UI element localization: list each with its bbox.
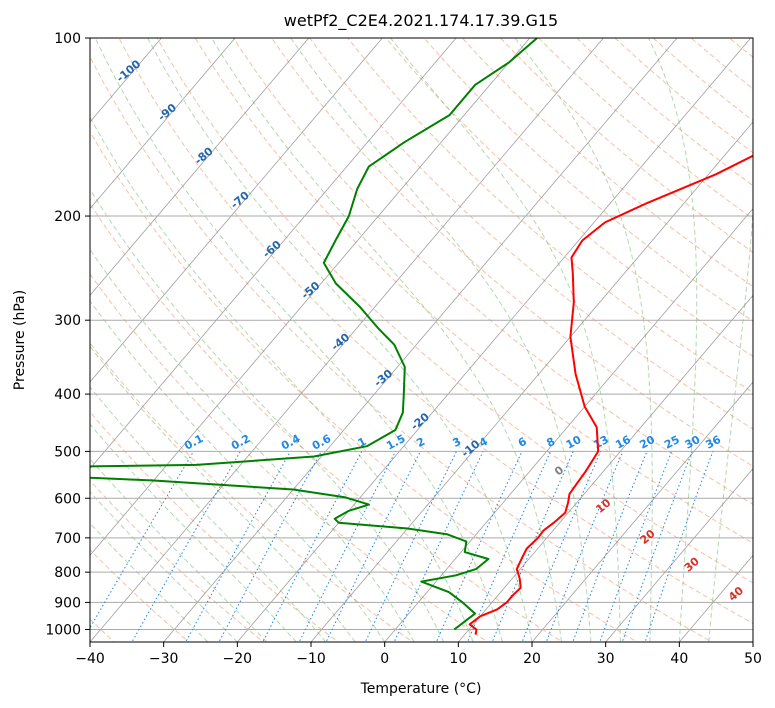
y-tick-label: 900 [54,595,81,611]
moist-adiabat [390,38,621,642]
mixing-ratio-line [364,451,457,642]
moist-adiabat [90,188,445,642]
isotherm-line [90,38,310,296]
x-tick-label: −10 [296,651,326,667]
x-tick-label: −40 [75,651,105,667]
mixing-ratio-label: 30 [683,433,703,452]
x-tick-label: 20 [523,651,541,667]
isotherm-line [605,468,753,642]
dry-adiabat [347,38,753,394]
isotherm-line [163,38,678,642]
moist-adiabat [648,38,698,642]
isotherm-line [90,38,383,383]
x-tick-label: 40 [670,651,688,667]
x-axis-label: Temperature (°C) [360,681,482,697]
dry-adiabat [423,38,753,322]
mixing-ratio-line [621,451,693,642]
mixing-ratio-line [393,451,484,642]
mixing-ratio-line [491,451,574,642]
isotherm-line [90,38,604,642]
y-tick-label: 100 [54,31,81,47]
mixing-ratio-line [572,451,648,642]
dry-adiabat [270,38,753,467]
mixing-ratio-line [298,451,396,642]
isotherm-line [310,121,753,642]
plot-frame [89,37,754,643]
isotherm-line [531,381,753,642]
moist-adiabat [514,38,653,642]
mixing-ratio-line [90,451,194,629]
moist-adiabat [90,300,386,642]
y-tick-label: 700 [54,531,81,547]
dry-adiabat [461,38,753,288]
moist-adiabat [90,116,474,642]
temperature-profile-line [468,154,753,635]
mixing-ratio-line [545,451,624,642]
moist-adiabat [90,491,238,642]
y-tick-label: 500 [54,444,81,460]
profile-series [90,38,753,635]
mixing-ratio-label: 16 [613,433,633,452]
y-tick-label: 400 [54,387,81,403]
background-lines [90,38,753,642]
dry-adiabat [90,411,340,642]
dry-adiabat [194,38,753,544]
isotherm-line [458,294,753,642]
y-tick-label: 200 [54,209,81,225]
mixing-ratio-label: 13 [591,433,611,452]
mixing-ratio-label: 20 [637,433,657,452]
x-axis: −40 −30 −20 −10 0 10 20 30 40 50 [75,642,762,667]
isotherm-line [90,38,531,556]
x-tick-label: 50 [744,651,762,667]
y-axis-label: Pressure (hPa) [12,290,28,390]
moist-adiabat [290,38,592,642]
y-tick-label: 1000 [45,622,81,638]
mixing-ratio-line [644,451,714,642]
mixing-ratio-line [521,451,602,642]
y-tick-label: 800 [54,565,81,581]
moist-adiabat [211,38,562,642]
y-tick-label: 300 [54,313,81,329]
x-tick-label: 0 [380,651,389,667]
mixing-ratio-label: 36 [703,433,723,452]
x-tick-label: 30 [597,651,615,667]
x-tick-label: −20 [223,651,253,667]
dry-adiabat [309,38,753,430]
mixing-ratio-line [218,451,322,642]
dewpoint-profile-line [90,38,538,631]
moist-adiabat [90,345,356,642]
mixing-ratio-line [599,451,673,642]
y-tick-label: 600 [54,491,81,507]
isotherm-line [384,208,753,642]
moist-adiabat [147,38,533,642]
isotherm-line [237,38,752,642]
x-tick-label: −30 [149,651,179,667]
chart-title: wetPf2_C2E4.2021.174.17.39.G15 [284,11,558,31]
moist-adiabat [94,38,503,642]
isotherm-line [90,38,457,470]
x-tick-label: 10 [449,651,467,667]
moist-adiabat [90,248,415,642]
mixing-ratio-label: 25 [662,433,682,452]
isotherm-line [90,38,236,210]
moist-adiabat [708,205,753,642]
mixing-ratio-line [262,451,363,642]
mixing-ratio-label: 10 [564,433,584,452]
dry-adiabat [118,38,753,625]
y-axis: 100 200 300 400 500 600 700 800 900 1000 [45,31,90,638]
